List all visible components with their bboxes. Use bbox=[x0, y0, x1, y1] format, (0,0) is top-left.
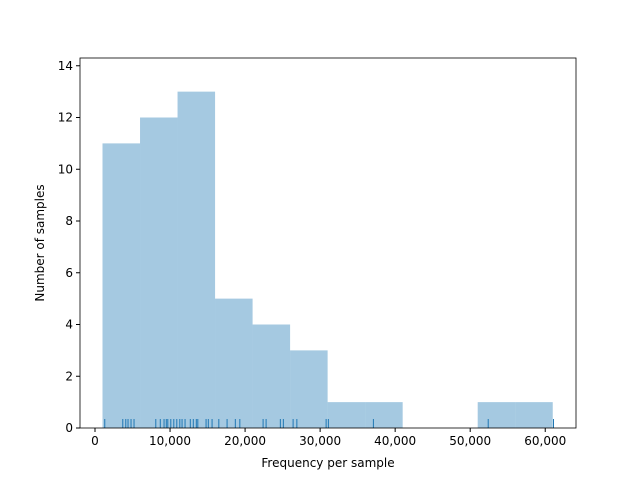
bar bbox=[140, 117, 178, 428]
y-tick-label: 6 bbox=[65, 266, 73, 280]
plot-frame bbox=[79, 57, 577, 429]
y-tick-label: 10 bbox=[58, 162, 73, 176]
bar bbox=[252, 324, 291, 428]
y-tick-label: 2 bbox=[65, 369, 73, 383]
bar bbox=[177, 91, 216, 429]
bar bbox=[365, 402, 403, 428]
x-tick-label: 60,000 bbox=[524, 434, 566, 448]
x-tick-label: 40,000 bbox=[374, 434, 416, 448]
bar bbox=[515, 402, 553, 428]
bar bbox=[477, 402, 516, 428]
y-tick-label: 0 bbox=[65, 421, 73, 435]
y-tick-label: 4 bbox=[65, 318, 73, 332]
x-axis-label: Frequency per sample bbox=[261, 456, 394, 470]
y-axis-label: Number of samples bbox=[33, 184, 47, 301]
bar bbox=[327, 402, 366, 428]
x-tick-label: 30,000 bbox=[299, 434, 341, 448]
x-tick-label: 50,000 bbox=[449, 434, 491, 448]
x-tick-label: 0 bbox=[91, 434, 99, 448]
y-tick-label: 8 bbox=[65, 214, 73, 228]
x-tick-label: 20,000 bbox=[224, 434, 266, 448]
x-tick-label: 10,000 bbox=[149, 434, 191, 448]
bar bbox=[290, 350, 328, 428]
bar bbox=[215, 298, 253, 428]
bar bbox=[102, 143, 141, 428]
y-tick-label: 12 bbox=[58, 111, 73, 125]
y-tick-label: 14 bbox=[58, 59, 73, 73]
